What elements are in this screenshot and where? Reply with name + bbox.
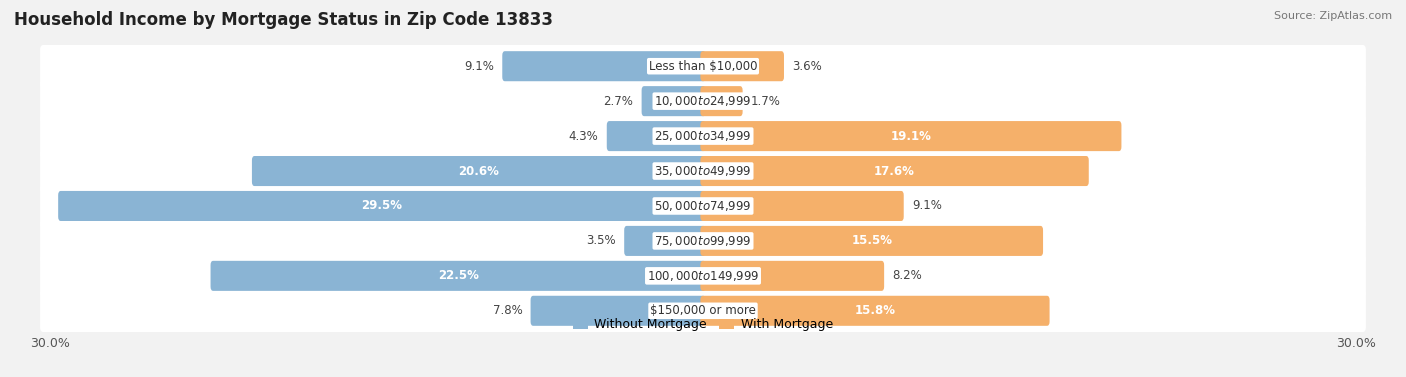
Text: 3.5%: 3.5%: [586, 234, 616, 247]
Text: Household Income by Mortgage Status in Zip Code 13833: Household Income by Mortgage Status in Z…: [14, 11, 553, 29]
Text: 19.1%: 19.1%: [890, 130, 931, 143]
Text: Less than $10,000: Less than $10,000: [648, 60, 758, 73]
Text: 20.6%: 20.6%: [458, 164, 499, 178]
Text: 15.5%: 15.5%: [851, 234, 893, 247]
FancyBboxPatch shape: [700, 191, 904, 221]
FancyBboxPatch shape: [58, 191, 706, 221]
Text: 4.3%: 4.3%: [569, 130, 599, 143]
FancyBboxPatch shape: [41, 254, 1365, 297]
Text: $35,000 to $49,999: $35,000 to $49,999: [654, 164, 752, 178]
Text: 3.6%: 3.6%: [792, 60, 823, 73]
FancyBboxPatch shape: [700, 156, 1088, 186]
Text: 17.6%: 17.6%: [875, 164, 915, 178]
FancyBboxPatch shape: [700, 121, 1122, 151]
FancyBboxPatch shape: [700, 51, 785, 81]
Text: 29.5%: 29.5%: [361, 199, 402, 213]
FancyBboxPatch shape: [41, 115, 1365, 158]
Text: 2.7%: 2.7%: [603, 95, 633, 108]
FancyBboxPatch shape: [41, 290, 1365, 332]
FancyBboxPatch shape: [624, 226, 706, 256]
Text: 22.5%: 22.5%: [437, 269, 478, 282]
FancyBboxPatch shape: [700, 296, 1050, 326]
Text: $75,000 to $99,999: $75,000 to $99,999: [654, 234, 752, 248]
FancyBboxPatch shape: [41, 45, 1365, 87]
FancyBboxPatch shape: [252, 156, 706, 186]
Text: 8.2%: 8.2%: [893, 269, 922, 282]
FancyBboxPatch shape: [502, 51, 706, 81]
FancyBboxPatch shape: [700, 226, 1043, 256]
Text: Source: ZipAtlas.com: Source: ZipAtlas.com: [1274, 11, 1392, 21]
FancyBboxPatch shape: [41, 80, 1365, 123]
Text: 7.8%: 7.8%: [492, 304, 522, 317]
Text: $150,000 or more: $150,000 or more: [650, 304, 756, 317]
FancyBboxPatch shape: [607, 121, 706, 151]
FancyBboxPatch shape: [41, 185, 1365, 227]
FancyBboxPatch shape: [530, 296, 706, 326]
FancyBboxPatch shape: [641, 86, 706, 116]
Text: 15.8%: 15.8%: [855, 304, 896, 317]
Text: $50,000 to $74,999: $50,000 to $74,999: [654, 199, 752, 213]
Text: $25,000 to $34,999: $25,000 to $34,999: [654, 129, 752, 143]
Text: $10,000 to $24,999: $10,000 to $24,999: [654, 94, 752, 108]
FancyBboxPatch shape: [211, 261, 706, 291]
Text: 9.1%: 9.1%: [464, 60, 494, 73]
Legend: Without Mortgage, With Mortgage: Without Mortgage, With Mortgage: [574, 318, 832, 331]
FancyBboxPatch shape: [700, 86, 742, 116]
Text: 9.1%: 9.1%: [912, 199, 942, 213]
FancyBboxPatch shape: [41, 150, 1365, 192]
FancyBboxPatch shape: [41, 219, 1365, 262]
FancyBboxPatch shape: [700, 261, 884, 291]
Text: $100,000 to $149,999: $100,000 to $149,999: [647, 269, 759, 283]
Text: 1.7%: 1.7%: [751, 95, 780, 108]
